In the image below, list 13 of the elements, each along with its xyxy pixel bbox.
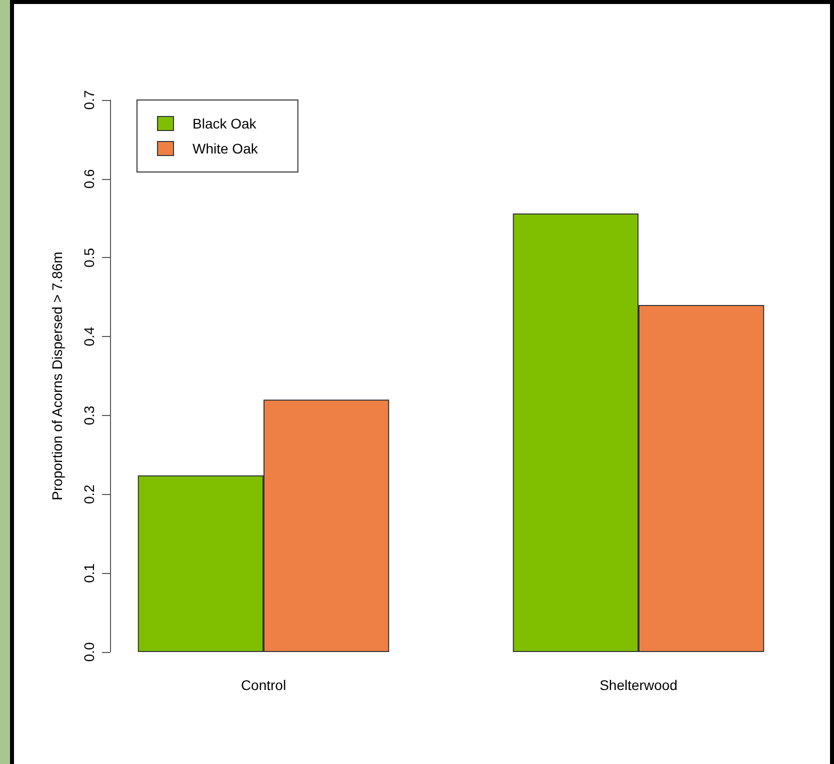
y-tick-label: 0.6 <box>81 168 97 189</box>
legend-label: White Oak <box>192 140 259 156</box>
y-tick-label: 0.2 <box>81 484 97 504</box>
y-tick-label: 0.1 <box>81 563 97 583</box>
y-tick-label: 0.4 <box>81 326 97 346</box>
text: 0.0 <box>81 642 97 662</box>
x-tick-label: Shelterwood <box>600 677 678 693</box>
y-axis-title: Proportion of Acorns Dispersed > 7.86m <box>49 252 65 500</box>
y-tick-label: 0.3 <box>81 405 97 426</box>
y-tick-label: 0.7 <box>81 90 97 110</box>
y-tick-label: 0.5 <box>81 248 97 268</box>
legend-label: Black Oak <box>192 116 258 132</box>
x-tick-label: Control <box>240 677 286 693</box>
